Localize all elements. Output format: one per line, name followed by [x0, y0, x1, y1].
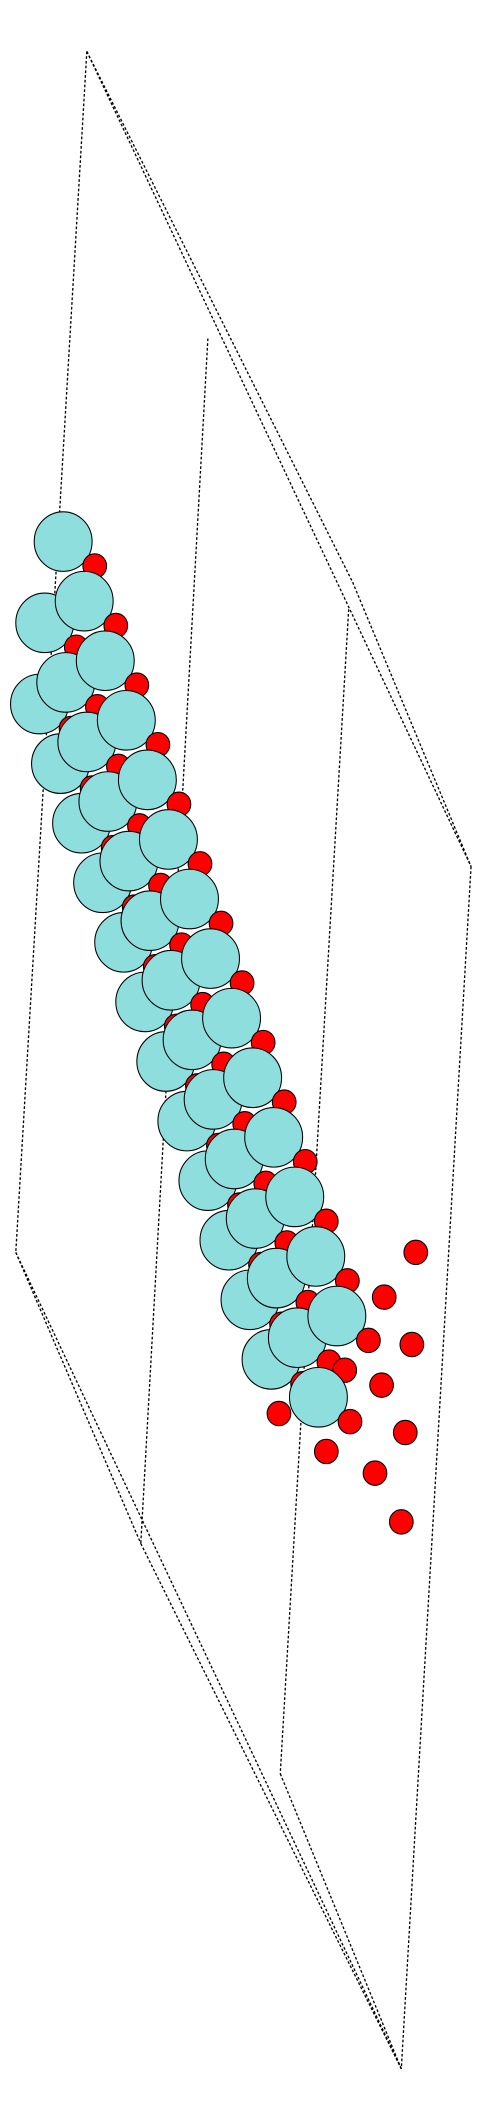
oxygen-atom — [403, 1239, 429, 1266]
metal-atom — [288, 1366, 348, 1428]
metal-atom — [75, 630, 135, 692]
cell-edge — [15, 51, 88, 1253]
metal-atom — [223, 1047, 283, 1109]
cell-edge — [140, 1543, 402, 2070]
metal-atom — [33, 511, 93, 572]
oxygen-atom — [313, 1438, 339, 1465]
cell-edge — [352, 581, 472, 867]
metal-atom — [244, 1106, 304, 1168]
oxygen-atom — [356, 1327, 381, 1354]
oxygen-atom — [362, 1460, 388, 1486]
cell-edge — [86, 51, 354, 583]
metal-atom — [286, 1226, 346, 1287]
metal-atom — [138, 809, 198, 870]
cell-edge — [86, 51, 472, 867]
oxygen-atom — [337, 1408, 363, 1435]
oxygen-atom — [266, 1400, 292, 1427]
metal-atom — [307, 1285, 367, 1347]
metal-atom — [160, 868, 219, 930]
metal-atom — [54, 570, 114, 632]
cell-edge — [279, 1773, 402, 2070]
cell-edge — [15, 1252, 142, 1544]
oxygen-atom — [371, 1284, 397, 1310]
metal-atom — [96, 689, 156, 751]
metal-atom — [181, 928, 241, 989]
metal-atom — [265, 1166, 325, 1228]
oxygen-atom — [388, 1509, 414, 1535]
oxygen-atom — [399, 1331, 425, 1358]
atoms — [9, 511, 429, 1535]
oxygen-atom — [369, 1372, 394, 1398]
cell-edge — [400, 866, 472, 2069]
metal-atom — [117, 749, 177, 811]
oxygen-atom — [392, 1419, 418, 1446]
metal-atom — [202, 987, 262, 1049]
